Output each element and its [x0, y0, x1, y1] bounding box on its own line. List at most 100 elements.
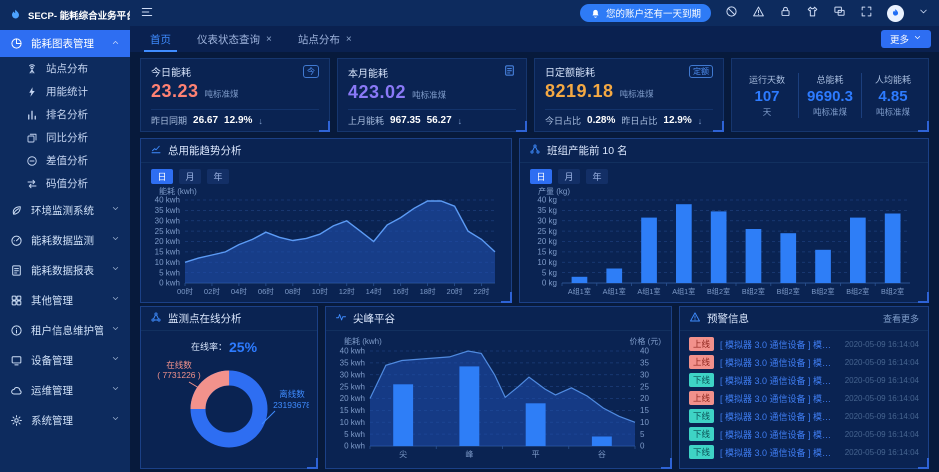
alert-row-4[interactable]: 下线 [ 模拟器 3.0 通信设备 ] 模拟器 3.0... 2020-05-0…	[689, 407, 919, 425]
card-badge-icon: 今	[303, 65, 319, 78]
svg-text:40 kwh: 40 kwh	[155, 196, 180, 205]
view-more-link[interactable]: 查看更多	[882, 314, 919, 324]
svg-text:20 kwh: 20 kwh	[340, 394, 365, 403]
alert-row-6[interactable]: 下线 [ 模拟器 3.0 通信设备 ] 模拟器 3.0... 2020-05-0…	[689, 443, 919, 461]
summary-unit: 天	[762, 106, 772, 117]
tab-close-icon[interactable]: ×	[345, 33, 352, 45]
gear-icon	[10, 414, 23, 427]
trend-panel: 总用能趋势分析 日月年 能耗 (kwh) 0 kwh 5 kwh 10 kwh 15 k…	[140, 138, 512, 303]
trend-tab-0[interactable]: 日	[151, 169, 173, 184]
svg-text:B组2室: B组2室	[811, 287, 834, 296]
svg-text:在线率：: 在线率：	[191, 341, 227, 352]
sidebar-item-2[interactable]: 排名分析	[0, 103, 130, 126]
sidebar-item-label: 码值分析	[46, 178, 88, 190]
svg-text:15 kwh: 15 kwh	[155, 248, 180, 257]
svg-text:谷: 谷	[598, 450, 606, 459]
svg-text:40 kg: 40 kg	[537, 196, 557, 205]
svg-text:B组2室: B组2室	[777, 287, 800, 296]
warning-icon[interactable]	[752, 5, 765, 21]
content: 今日能耗 今 23.23 吨标准煤 昨日同期 26.67 12.9% ↓ 本月能耗 42…	[130, 52, 939, 472]
shirt-icon[interactable]	[806, 5, 819, 21]
tab-2[interactable]: 站点分布 ×	[286, 26, 364, 52]
card-badge-icon: 定额	[689, 65, 713, 78]
user-menu-chevron-icon[interactable]	[918, 6, 929, 20]
sidebar-item-4[interactable]: 差值分析	[0, 149, 130, 172]
lock-icon	[779, 5, 792, 18]
team-tab-1[interactable]: 月	[558, 169, 580, 184]
trend-tab-2[interactable]: 年	[207, 169, 229, 184]
svg-text:25 kg: 25 kg	[537, 227, 557, 236]
tab-1[interactable]: 仪表状态查询 ×	[185, 26, 284, 52]
chevron-down-icon	[913, 33, 922, 45]
user-avatar[interactable]	[887, 4, 904, 22]
team-panel-header: 班组产能前 10 名	[520, 139, 928, 163]
svg-text:10 kwh: 10 kwh	[340, 418, 365, 427]
alert-row-2[interactable]: 下线 [ 模拟器 3.0 通信设备 ] 模拟器 3.0... 2020-05-0…	[689, 371, 919, 389]
stat-card-footer: 今日占比 0.28% 昨日占比 12.9% ↓	[545, 109, 713, 127]
sidebar-group-4[interactable]: 其他管理	[0, 285, 130, 315]
sidebar-group-1[interactable]: 环境监测系统	[0, 195, 130, 225]
swap-icon	[26, 178, 38, 190]
alert-row-0[interactable]: 上线 [ 模拟器 3.0 通信设备 ] 模拟器 3.0... 2020-05-0…	[689, 335, 919, 353]
alert-row-1[interactable]: 上线 [ 模拟器 3.0 通信设备 ] 模拟器 3.0... 2020-05-0…	[689, 353, 919, 371]
pulse-icon	[335, 311, 347, 326]
svg-text:B组2室: B组2室	[881, 287, 904, 296]
svg-text:22时: 22时	[473, 286, 489, 296]
monitor-icon	[150, 311, 162, 323]
more-button[interactable]: 更多	[880, 30, 931, 48]
svg-text:35 kg: 35 kg	[537, 206, 557, 215]
team-tab-2[interactable]: 年	[586, 169, 608, 184]
summary-item-1: 总能耗 9690.3 吨标准煤	[798, 72, 861, 118]
summary-value: 107	[754, 87, 780, 105]
lock-icon[interactable]	[779, 5, 792, 21]
alert-time: 2020-05-09 16:14:04	[844, 429, 919, 439]
sidebar-item-0[interactable]: 站点分布	[0, 57, 130, 80]
svg-text:25: 25	[640, 382, 649, 391]
tab-close-icon[interactable]: ×	[266, 33, 272, 45]
sidebar-item-3[interactable]: 同比分析	[0, 126, 130, 149]
screens-icon[interactable]	[833, 5, 846, 21]
account-expiry-notice[interactable]: 您的账户还有一天到期	[579, 4, 711, 22]
topbar-icons	[725, 5, 873, 21]
sidebar-group-label: 能耗数据报表	[31, 264, 94, 277]
svg-text:25 kwh: 25 kwh	[340, 382, 365, 391]
sidebar-group-label: 能耗数据监测	[31, 234, 94, 247]
alert-text: [ 模拟器 3.0 通信设备 ] 模拟器 3.0...	[720, 447, 839, 458]
sidebar-group-3[interactable]: 能耗数据报表	[0, 255, 130, 285]
team-panel-title: 班组产能前 10 名	[547, 145, 628, 157]
sidebar-group-6[interactable]: 设备管理	[0, 345, 130, 375]
tab-0[interactable]: 首页	[138, 26, 183, 52]
alert-time: 2020-05-09 16:14:04	[844, 357, 919, 367]
alert-row-5[interactable]: 下线 [ 模拟器 3.0 通信设备 ] 模拟器 3.0... 2020-05-0…	[689, 425, 919, 443]
sidebar-group-7[interactable]: 运维管理	[0, 375, 130, 405]
sidebar-group-label: 其他管理	[31, 294, 73, 307]
site-icon	[26, 63, 38, 75]
sidebar-group-0[interactable]: 能耗图表管理	[0, 30, 130, 57]
team-panel-body: 日月年 产量 (kg) 0 kg 5 kg 10 kg 15 kg 20 kg 25 kg 3…	[520, 163, 928, 302]
sidebar-group-2[interactable]: 能耗数据监测	[0, 225, 130, 255]
ban-icon[interactable]	[725, 5, 738, 21]
fullscreen-icon[interactable]	[860, 5, 873, 21]
svg-text:0: 0	[640, 442, 645, 451]
svg-text:10时: 10时	[312, 286, 328, 296]
tabbar: 首页 仪表状态查询 × 站点分布 × 更多	[130, 26, 939, 52]
svg-text:20: 20	[640, 394, 649, 403]
trend-tab-1[interactable]: 月	[179, 169, 201, 184]
pulse-icon	[335, 311, 347, 323]
summary-label: 运行天数	[748, 74, 785, 85]
alert-time: 2020-05-09 16:14:04	[844, 411, 919, 421]
svg-text:0 kwh: 0 kwh	[159, 279, 180, 288]
tab-label: 仪表状态查询	[197, 33, 260, 46]
sidebar-group-8[interactable]: 系统管理	[0, 405, 130, 435]
hamburger-icon	[140, 5, 154, 19]
svg-text:12时: 12时	[339, 286, 355, 296]
sidebar-item-1[interactable]: 用能统计	[0, 80, 130, 103]
sidebar-item-5[interactable]: 码值分析	[0, 172, 130, 195]
sidebar-group-5[interactable]: 租户信息维护管理	[0, 315, 130, 345]
team-tab-0[interactable]: 日	[530, 169, 552, 184]
alert-row-3[interactable]: 上线 [ 模拟器 3.0 通信设备 ] 模拟器 3.0... 2020-05-0…	[689, 389, 919, 407]
hamburger-icon[interactable]	[140, 5, 154, 22]
sidebar-menu: 能耗图表管理 站点分布 用能统计 排名分析 同比分析 差值分析码值分析环境监测系统能耗数据…	[0, 30, 130, 472]
trend-panel-header: 总用能趋势分析	[141, 139, 511, 163]
